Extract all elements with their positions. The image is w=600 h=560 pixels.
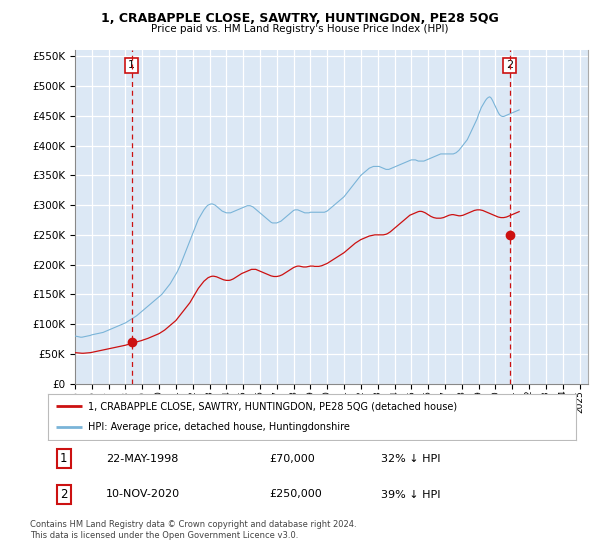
- Text: 1: 1: [128, 60, 135, 71]
- Text: 1, CRABAPPLE CLOSE, SAWTRY, HUNTINGDON, PE28 5QG: 1, CRABAPPLE CLOSE, SAWTRY, HUNTINGDON, …: [101, 12, 499, 25]
- Text: 2: 2: [60, 488, 68, 501]
- Text: 39% ↓ HPI: 39% ↓ HPI: [380, 489, 440, 500]
- Text: Contains HM Land Registry data © Crown copyright and database right 2024.: Contains HM Land Registry data © Crown c…: [30, 520, 356, 529]
- Text: 1: 1: [60, 452, 68, 465]
- Text: Price paid vs. HM Land Registry's House Price Index (HPI): Price paid vs. HM Land Registry's House …: [151, 24, 449, 34]
- Text: £70,000: £70,000: [270, 454, 316, 464]
- Text: 10-NOV-2020: 10-NOV-2020: [106, 489, 180, 500]
- Text: 2: 2: [506, 60, 513, 71]
- Text: 1, CRABAPPLE CLOSE, SAWTRY, HUNTINGDON, PE28 5QG (detached house): 1, CRABAPPLE CLOSE, SAWTRY, HUNTINGDON, …: [88, 401, 457, 411]
- Text: £250,000: £250,000: [270, 489, 323, 500]
- Text: HPI: Average price, detached house, Huntingdonshire: HPI: Average price, detached house, Hunt…: [88, 422, 349, 432]
- Text: 22-MAY-1998: 22-MAY-1998: [106, 454, 178, 464]
- Text: This data is licensed under the Open Government Licence v3.0.: This data is licensed under the Open Gov…: [30, 531, 298, 540]
- Text: 32% ↓ HPI: 32% ↓ HPI: [380, 454, 440, 464]
